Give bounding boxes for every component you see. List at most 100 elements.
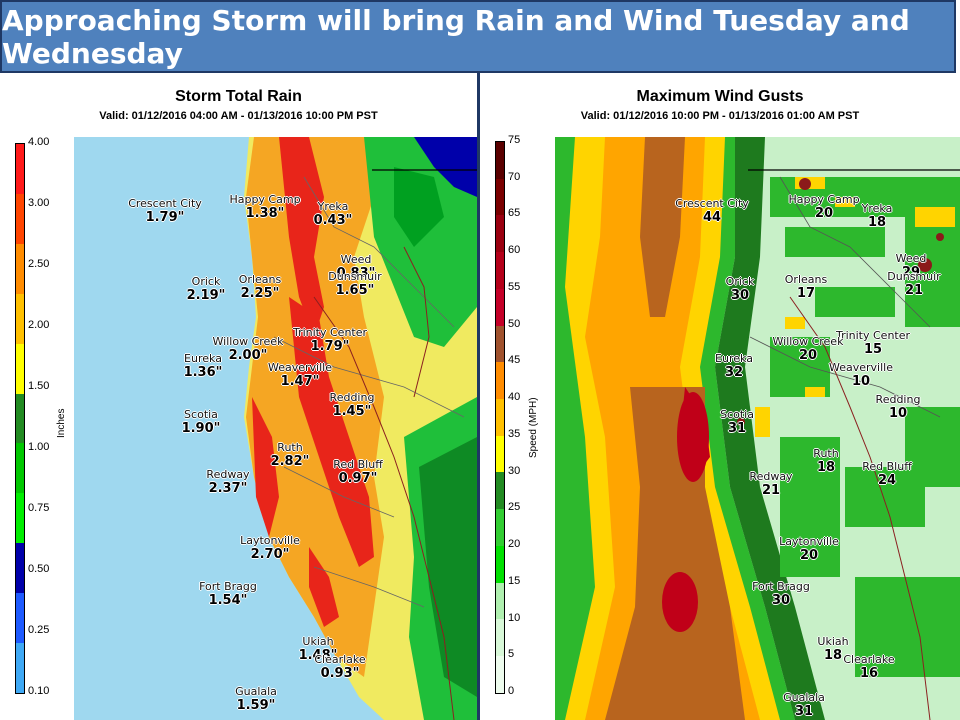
- city-label: Happy Camp 20: [788, 193, 859, 221]
- scale-tick-label: 0.10: [28, 685, 50, 697]
- city-name: Happy Camp: [788, 193, 860, 206]
- city-label: Clearlake 16: [843, 653, 894, 681]
- city-value: 1.79": [145, 210, 185, 225]
- title-banner: Approaching Storm will bring Rain and Wi…: [0, 0, 956, 73]
- city-name: Willow Creek: [212, 335, 284, 348]
- city-name: Redway: [206, 468, 250, 481]
- rain-valid-time: Valid: 01/12/2016 04:00 AM - 01/13/2016 …: [99, 110, 378, 122]
- city-name: Red Bluff: [333, 458, 383, 471]
- city-name: Weed: [895, 252, 927, 265]
- city-label: Ruth 2.82": [271, 441, 310, 469]
- city-value: 21: [904, 283, 924, 298]
- scale-tick-label: 1.00: [28, 441, 50, 453]
- city-label: Redway 21: [749, 470, 792, 498]
- city-label: Red Bluff 24: [862, 460, 912, 488]
- city-name: Trinity Center: [292, 326, 368, 339]
- city-name: Ruth: [277, 441, 303, 454]
- scale-tick-label: 25: [508, 501, 521, 514]
- city-name: Red Bluff: [862, 460, 912, 473]
- city-name: Ukiah: [302, 635, 334, 648]
- city-value: 20: [799, 548, 819, 563]
- city-value: 15: [863, 342, 883, 357]
- scale-tick-label: 0: [508, 685, 515, 697]
- colorbar-segment: [496, 582, 504, 620]
- scale-tick-label: 2.50: [28, 258, 50, 270]
- scale-tick-label: 30: [508, 464, 521, 477]
- city-value: 2.70": [250, 547, 290, 562]
- city-label: Gualala 31: [783, 691, 825, 719]
- scale-tick-label: 70: [508, 170, 521, 183]
- rain-panel: Storm Total Rain Valid: 01/12/2016 04:00…: [0, 80, 477, 720]
- city-name: Eureka: [184, 352, 222, 365]
- city-value: 0.83": [336, 266, 376, 281]
- wind-colorbar: [495, 141, 505, 694]
- city-label: Yreka 0.43": [314, 200, 353, 228]
- city-value: 1.90": [181, 421, 221, 436]
- colorbar-segment: [496, 362, 504, 400]
- city-value: 31: [727, 421, 747, 436]
- city-value: 16: [859, 666, 879, 681]
- city-name: Happy Camp: [229, 193, 301, 206]
- city-value: 1.65": [335, 283, 375, 298]
- scale-tick-label: 35: [508, 427, 521, 440]
- colorbar-segment: [496, 325, 504, 363]
- city-name: Redding: [875, 393, 921, 406]
- city-name: Weaverville: [268, 361, 332, 374]
- colorbar-segment: [496, 399, 504, 436]
- city-label: Weaverville 10: [829, 361, 893, 389]
- colorbar-segment: [16, 643, 24, 693]
- city-label: Redding 1.45": [330, 391, 375, 419]
- city-label: Redway 2.37": [206, 468, 249, 496]
- scale-tick-label: 50: [508, 317, 521, 330]
- city-value: 2.82": [270, 454, 310, 469]
- city-name: Ruth: [813, 447, 839, 460]
- panel-divider: [477, 73, 480, 720]
- city-value: 0.97": [338, 471, 378, 486]
- city-name: Crescent City: [675, 197, 749, 210]
- city-value: 0.43": [313, 213, 353, 228]
- wind-panel-title: Maximum Wind Gusts: [636, 88, 804, 105]
- colorbar-segment: [496, 288, 504, 326]
- city-label: Happy Camp 1.38": [229, 193, 300, 221]
- scale-tick-label: 0.50: [28, 563, 50, 575]
- rain-map-image: [74, 137, 477, 720]
- colorbar-segment: [16, 293, 24, 344]
- city-label: Orleans 2.25": [239, 273, 281, 301]
- city-value: 31: [794, 704, 814, 719]
- scale-tick-label: 15: [508, 574, 521, 587]
- city-name: Dunsmuir: [887, 270, 941, 283]
- city-label: Weaverville 1.47": [268, 361, 332, 389]
- city-label: Gualala 1.59": [235, 685, 277, 713]
- city-name: Trinity Center: [835, 329, 911, 342]
- city-value: 29: [901, 265, 921, 280]
- city-value: 30: [771, 593, 791, 608]
- colorbar-segment: [16, 144, 24, 194]
- colorbar-segment: [16, 343, 24, 394]
- city-name: Dunsmuir: [328, 270, 382, 283]
- city-label: Redding 10: [876, 393, 921, 421]
- city-name: Clearlake: [843, 653, 895, 666]
- scale-tick-label: 4.00: [28, 136, 50, 148]
- city-name: Weed: [340, 253, 372, 266]
- city-label: Eureka 1.36": [184, 352, 223, 380]
- scale-tick-label: 3.00: [28, 197, 50, 209]
- scale-tick-label: 55: [508, 280, 521, 293]
- city-label: Crescent City 1.79": [128, 197, 202, 225]
- colorbar-segment: [16, 393, 24, 444]
- wind-map: Crescent City 44 Happy Camp 20 Yreka 18 Weed 29…: [555, 137, 960, 720]
- colorbar-segment: [496, 142, 504, 179]
- city-name: Willow Creek: [772, 335, 844, 348]
- city-name: Redway: [749, 470, 793, 483]
- city-label: Scotia 31: [720, 408, 754, 436]
- city-value: 1.48": [298, 648, 338, 663]
- city-label: Clearlake 0.93": [314, 653, 365, 681]
- city-name: Orleans: [238, 273, 282, 286]
- colorbar-segment: [16, 593, 24, 644]
- scale-tick-label: 20: [508, 538, 521, 551]
- city-label: Yreka 18: [862, 202, 893, 230]
- city-value: 1.38": [245, 206, 285, 221]
- city-label: Willow Creek 2.00": [213, 335, 284, 363]
- colorbar-segment: [496, 435, 504, 473]
- city-value: 18: [823, 648, 843, 663]
- city-value: 20: [798, 348, 818, 363]
